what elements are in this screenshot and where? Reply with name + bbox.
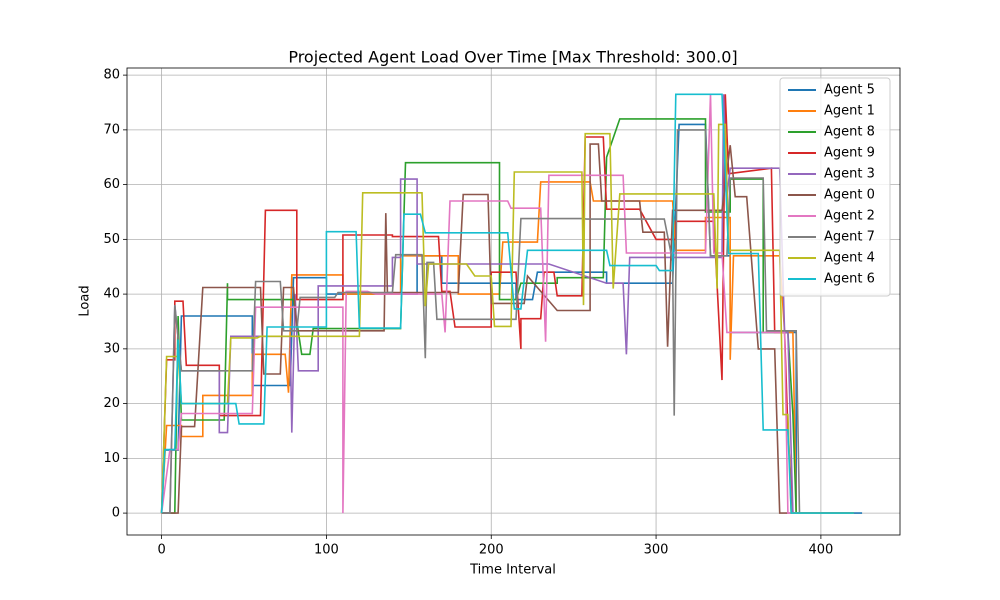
x-axis-label: Time Interval	[469, 563, 556, 578]
legend-label: Agent 8	[824, 125, 875, 140]
y-tick-label: 10	[103, 451, 120, 466]
axes: 0 100 200 300 400 0 10 20 30 40 50 60 70 80	[103, 68, 833, 558]
legend-label: Agent 7	[824, 230, 875, 245]
y-tick-label: 20	[103, 396, 120, 411]
legend-label: Agent 1	[824, 104, 875, 119]
y-tick-label: 30	[103, 341, 120, 356]
legend-label: Agent 4	[824, 251, 875, 266]
x-tick-label: 0	[157, 543, 165, 558]
x-tick-label: 100	[314, 543, 339, 558]
series-line	[160, 94, 854, 514]
y-tick-label: 50	[103, 232, 120, 247]
legend: Agent 5 Agent 1 Agent 8 Agent 9 Agent 3 Agent…	[779, 77, 891, 297]
legend-label: Agent 6	[824, 272, 875, 287]
series-line	[160, 93, 854, 514]
series-line	[161, 118, 854, 514]
y-tick-label: 40	[103, 287, 120, 302]
y-tick-label: 0	[112, 506, 120, 521]
x-tick-label: 200	[479, 543, 504, 558]
lines	[160, 93, 863, 514]
y-axis-label: Load	[78, 285, 93, 316]
plot-frame	[126, 67, 901, 536]
y-tick-label: 70	[103, 122, 120, 137]
legend-label: Agent 9	[824, 146, 875, 161]
series-line	[160, 123, 854, 514]
y-tick-label: 80	[103, 68, 120, 83]
legend-label: Agent 0	[824, 188, 875, 203]
x-tick-label: 400	[808, 543, 833, 558]
series-line	[161, 94, 854, 514]
legend-label: Agent 2	[824, 209, 875, 224]
chart-title: Projected Agent Load Over Time [Max Thre…	[288, 48, 737, 67]
series-line	[161, 143, 854, 514]
legend-label: Agent 3	[824, 167, 875, 182]
x-tick-label: 300	[644, 543, 669, 558]
legend-label: Agent 5	[824, 83, 875, 98]
y-tick-label: 60	[103, 177, 120, 192]
